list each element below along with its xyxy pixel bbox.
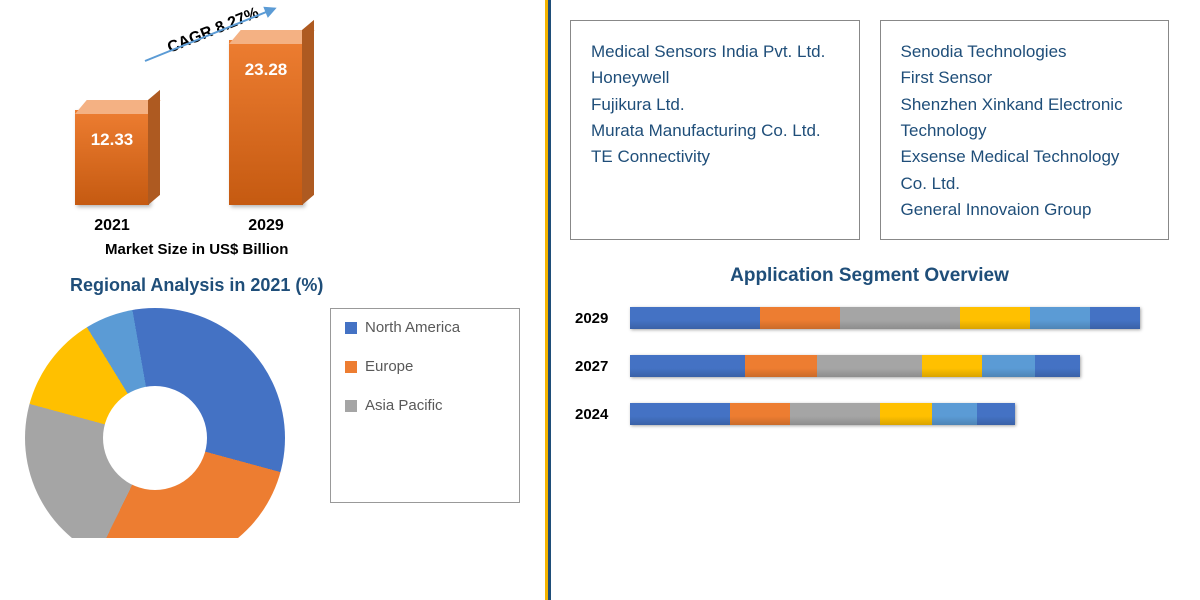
stacked-row-2029: 2029 [575, 307, 1169, 329]
stacked-segment [1035, 355, 1080, 377]
regional-legend: North America Europe Asia Pacific [330, 308, 520, 503]
legend-swatch [345, 400, 357, 412]
bar-year-label: 2021 [75, 217, 149, 235]
donut-hole [103, 386, 207, 490]
legend-item: North America [345, 319, 505, 336]
stacked-row-2027: 2027 [575, 355, 1169, 377]
stacked-bar [630, 403, 1015, 425]
application-segment-title: Application Segment Overview [570, 265, 1169, 287]
stacked-year-label: 2024 [575, 406, 630, 423]
stacked-segment [630, 355, 745, 377]
bar-value-label: 12.33 [75, 130, 149, 150]
stacked-bar [630, 307, 1140, 329]
legend-item: Asia Pacific [345, 397, 505, 414]
legend-swatch [345, 322, 357, 334]
stacked-segment [922, 355, 982, 377]
stacked-segment [630, 403, 730, 425]
stacked-segment [790, 403, 880, 425]
bars-container: 12.332021 23.282029 [75, 35, 303, 205]
stacked-segment [982, 355, 1035, 377]
stacked-segment [1030, 307, 1090, 329]
stacked-segment [977, 403, 1015, 425]
stacked-year-label: 2029 [575, 310, 630, 327]
bar-year-label: 2029 [229, 217, 303, 235]
companies-box-left: Medical Sensors India Pvt. Ltd.Honeywell… [570, 20, 860, 240]
stacked-segment [880, 403, 932, 425]
stacked-segment [817, 355, 922, 377]
bar-side-face [302, 20, 314, 205]
stacked-year-label: 2027 [575, 358, 630, 375]
bar-2029: 23.282029 [229, 40, 303, 205]
bar-side-face [148, 90, 160, 205]
stacked-segment [745, 355, 817, 377]
regional-row: North America Europe Asia Pacific [15, 308, 530, 538]
legend-label: Asia Pacific [365, 397, 443, 414]
legend-label: North America [365, 319, 460, 336]
stacked-segment [840, 307, 960, 329]
stacked-row-2024: 2024 [575, 403, 1169, 425]
left-panel: CAGR 8.27% 12.33202123.282029 Market Siz… [0, 0, 545, 600]
companies-row: Medical Sensors India Pvt. Ltd.Honeywell… [570, 20, 1169, 240]
stacked-bar [630, 355, 1080, 377]
right-panel: Medical Sensors India Pvt. Ltd.Honeywell… [545, 0, 1194, 600]
bar-chart-axis-label: Market Size in US$ Billion [105, 241, 288, 258]
legend-swatch [345, 361, 357, 373]
bar-2021: 12.332021 [75, 110, 149, 205]
regional-donut-chart [25, 308, 285, 538]
stacked-segment [932, 403, 977, 425]
companies-box-right: Senodia TechnologiesFirst SensorShenzhen… [880, 20, 1170, 240]
application-stacked-bar-chart: 2029 2027 2024 [570, 307, 1169, 425]
regional-analysis-title: Regional Analysis in 2021 (%) [15, 275, 530, 296]
bar-value-label: 23.28 [229, 60, 303, 80]
donut-chart-wrap [25, 308, 305, 538]
stacked-segment [1090, 307, 1140, 329]
legend-label: Europe [365, 358, 413, 375]
stacked-segment [630, 307, 760, 329]
stacked-segment [960, 307, 1030, 329]
market-size-bar-chart: CAGR 8.27% 12.33202123.282029 Market Siz… [15, 10, 530, 260]
stacked-segment [760, 307, 840, 329]
legend-item: Europe [345, 358, 505, 375]
stacked-segment [730, 403, 790, 425]
